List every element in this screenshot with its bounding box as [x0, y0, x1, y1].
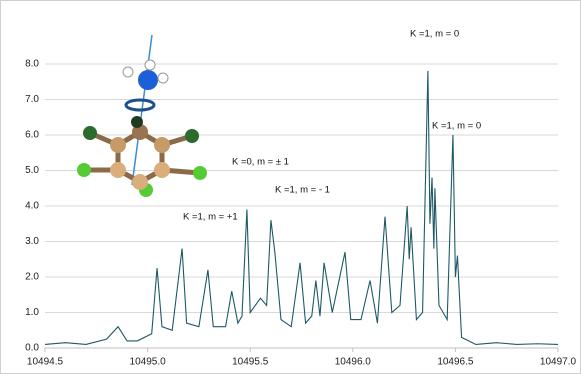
- x-tick-label: 10494.5: [27, 357, 64, 368]
- annotation: K =1, m = +1: [183, 212, 238, 223]
- page: {"chart_data": {"type": "line", "annotat…: [0, 0, 581, 374]
- x-tick-label: 10495.0: [130, 357, 167, 368]
- y-tick-label: 2.0: [25, 272, 39, 283]
- y-tick-label: 1.0: [25, 307, 39, 318]
- x-tick-label: 10496.0: [335, 357, 372, 368]
- x-tick-label: 10495.5: [232, 357, 269, 368]
- y-tick-label: 3.0: [25, 236, 39, 247]
- y-tick-label: 8.0: [25, 59, 39, 70]
- annotation: K =1, m = 0: [432, 121, 481, 132]
- y-tick-label: 0.0: [25, 343, 39, 354]
- annotation: K =0, m = ± 1: [232, 157, 289, 168]
- y-tick-label: 4.0: [25, 201, 39, 212]
- chart: 0.0 1.0 2.0 3.0 4.0 5.0 6.0 7.0 8.0 10494.5 10495.…: [0, 0, 581, 374]
- annotation: K =1, m = - 1: [275, 185, 330, 196]
- x-tick-label: 10496.5: [437, 357, 474, 368]
- y-tick-label: 6.0: [25, 130, 39, 141]
- x-tick-label: 10497.0: [540, 357, 577, 368]
- annotation: K =1, m = 0: [410, 29, 459, 40]
- y-tick-label: 5.0: [25, 165, 39, 176]
- y-tick-label: 7.0: [25, 94, 39, 105]
